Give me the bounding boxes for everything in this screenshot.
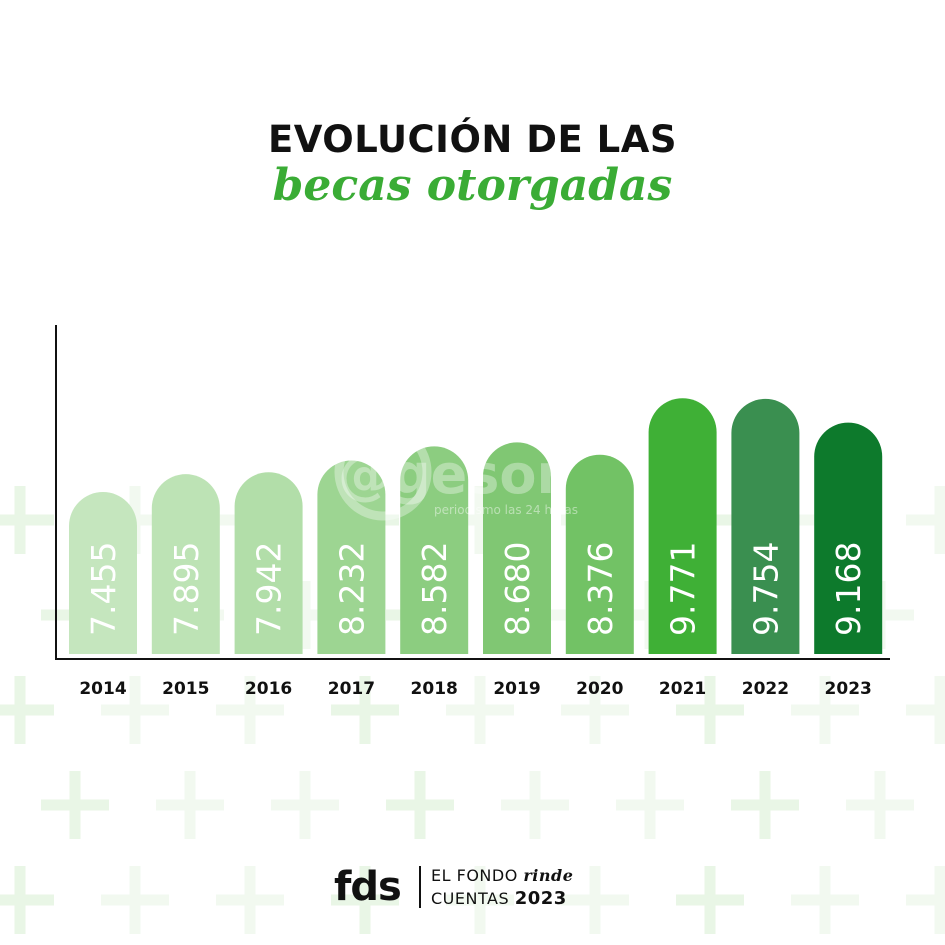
background-cross-shape bbox=[0, 486, 54, 554]
background-cross-shape bbox=[501, 771, 569, 839]
bar-value-label-2015: 7.895 bbox=[167, 542, 206, 636]
bar-2022 bbox=[731, 398, 800, 654]
background-cross-shape bbox=[101, 866, 169, 934]
background-cross-shape bbox=[386, 771, 454, 839]
background-cross-shape bbox=[616, 771, 684, 839]
x-tick-label-2021: 2021 bbox=[659, 679, 706, 699]
watermark-main-text: @gesor bbox=[338, 443, 564, 506]
footer-line2-year: 2023 bbox=[514, 888, 567, 909]
watermark-at-icon bbox=[334, 423, 432, 521]
bar-value-label-2020: 8.376 bbox=[581, 542, 620, 636]
x-tick-label-2019: 2019 bbox=[493, 679, 540, 699]
chart-title-line2: becas otorgadas bbox=[272, 160, 673, 211]
background-cross-shape bbox=[331, 676, 399, 744]
background-cross-shape bbox=[0, 866, 54, 934]
background-cross-shape bbox=[216, 676, 284, 744]
footer-line2-text: CUENTAS bbox=[431, 889, 515, 908]
background-cross-shape bbox=[791, 676, 859, 744]
x-tick-label-2020: 2020 bbox=[576, 679, 623, 699]
background-cross-shape bbox=[331, 866, 399, 934]
bars-layer: 7.455 7.895 7.942 8.232 8.582 8.680 8.376 9.771… bbox=[69, 398, 883, 654]
background-cross-shape bbox=[446, 866, 514, 934]
background-cross-shape bbox=[846, 771, 914, 839]
bar-2023 bbox=[814, 422, 883, 654]
background-cross-shape bbox=[446, 676, 514, 744]
watermark-sub-text: periodismo las 24 horas bbox=[434, 503, 578, 517]
bar-value-label-2017: 8.232 bbox=[332, 542, 371, 636]
x-tick-label-2016: 2016 bbox=[245, 679, 292, 699]
background-cross-shape bbox=[41, 771, 109, 839]
chart-title-line1: EVOLUCIÓN DE LAS bbox=[268, 118, 677, 161]
bar-value-label-2016: 7.942 bbox=[250, 542, 289, 636]
background-cross-shape bbox=[446, 486, 514, 554]
background-cross-shape bbox=[906, 676, 945, 744]
bar-value-label-2021: 9.771 bbox=[664, 542, 703, 636]
bar-value-label-2019: 8.680 bbox=[498, 542, 537, 636]
footer-line1: EL FONDO rinde bbox=[431, 866, 573, 885]
bar-2015 bbox=[151, 474, 220, 654]
background-cross-shape bbox=[101, 676, 169, 744]
bar-2021 bbox=[648, 398, 717, 654]
footer: fds EL FONDO rinde CUENTAS 2023 bbox=[0, 862, 945, 912]
background-cross-shape bbox=[561, 866, 629, 934]
background-cross-shape bbox=[731, 771, 799, 839]
footer-line1-italic: rinde bbox=[523, 866, 574, 885]
background-cross-shape bbox=[791, 866, 859, 934]
bar-2019 bbox=[483, 442, 551, 654]
background-cross-shape bbox=[271, 771, 339, 839]
background-cross-shape bbox=[0, 676, 54, 744]
x-tick-label-2017: 2017 bbox=[328, 679, 375, 699]
watermark: @gesor periodismo las 24 horas bbox=[334, 423, 578, 521]
footer-line1-text: EL FONDO bbox=[431, 866, 524, 885]
x-tick-label-2022: 2022 bbox=[742, 679, 789, 699]
background-cross-shape bbox=[906, 866, 945, 934]
background-cross-shape bbox=[271, 581, 339, 649]
bar-value-label-2014: 7.455 bbox=[84, 542, 123, 636]
background-cross-shape bbox=[561, 676, 629, 744]
bar-value-label-2018: 8.582 bbox=[415, 542, 454, 636]
background-cross-shape bbox=[906, 486, 945, 554]
x-tick-labels: 2014 2015 2016 2017 2018 2019 2020 2021 2022 2023 bbox=[79, 679, 872, 699]
background-cross-shape bbox=[216, 866, 284, 934]
bar-value-label-2023: 9.168 bbox=[829, 542, 868, 636]
background-cross-shape bbox=[156, 771, 224, 839]
footer-divider bbox=[419, 866, 421, 908]
bar-2020 bbox=[565, 454, 634, 654]
fds-logo: fds bbox=[334, 864, 402, 910]
x-tick-label-2014: 2014 bbox=[79, 679, 126, 699]
bar-2014 bbox=[69, 492, 137, 654]
x-tick-label-2015: 2015 bbox=[162, 679, 209, 699]
bar-value-label-2022: 9.754 bbox=[746, 542, 785, 636]
background-cross-shape bbox=[676, 866, 744, 934]
bar-2016 bbox=[234, 472, 303, 654]
bar-2018 bbox=[400, 446, 469, 654]
x-tick-label-2023: 2023 bbox=[825, 679, 872, 699]
bar-2017 bbox=[317, 460, 386, 654]
background-cross-shape bbox=[676, 676, 744, 744]
footer-line2: CUENTAS 2023 bbox=[431, 888, 567, 909]
x-tick-label-2018: 2018 bbox=[411, 679, 458, 699]
